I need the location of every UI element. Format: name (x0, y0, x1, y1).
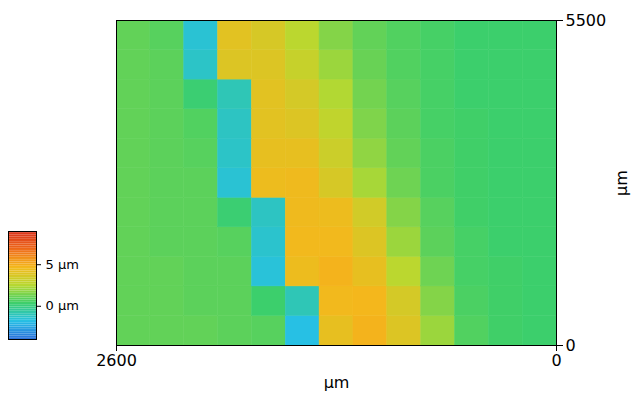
svg-text:µm: µm (612, 170, 631, 196)
svg-text:0: 0 (551, 351, 561, 370)
svg-text:0: 0 (566, 336, 576, 355)
svg-text:µm: µm (324, 373, 350, 392)
svg-text:5500: 5500 (566, 11, 607, 30)
svg-text:5 µm: 5 µm (46, 257, 79, 272)
svg-text:0 µm: 0 µm (46, 298, 79, 313)
svg-text:2600: 2600 (96, 351, 137, 370)
